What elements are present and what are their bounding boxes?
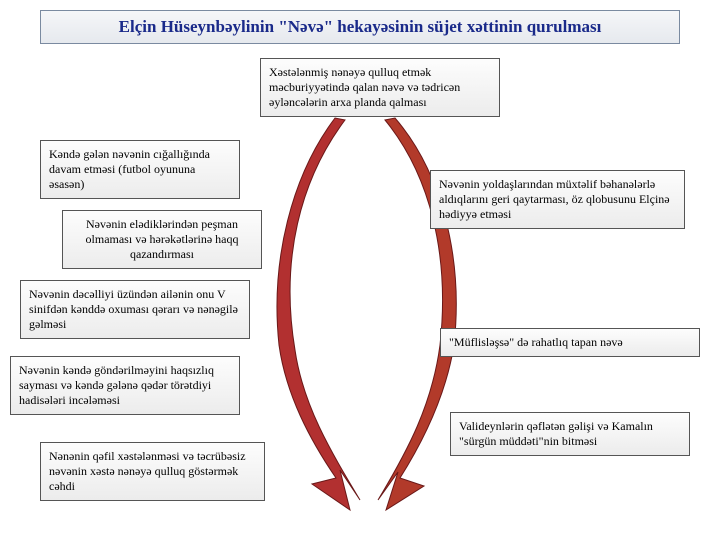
- box-text: Nənənin qəfil xəstələnməsi və təcrübəsiz…: [49, 449, 246, 493]
- box-text: Kəndə gələn nəvənin cığallığında davam e…: [49, 147, 210, 191]
- box-right-1: Nəvənin yoldaşlarından müxtəlif bəhanələ…: [430, 170, 685, 229]
- box-right-2: "Müflisləşsə" də rahatlıq tapan nəvə: [440, 328, 700, 357]
- box-left-2: Nəvənin elədiklərindən peşman olmaması v…: [62, 210, 262, 269]
- page-title: Elçin Hüseynbəylinin "Nəvə" hekayəsinin …: [40, 10, 680, 44]
- box-left-4: Nəvənin kəndə göndərilməyini haqsızlıq s…: [10, 356, 240, 415]
- box-top-center: Xəstələnmiş nənəyə qulluq etmək məcburiy…: [260, 58, 500, 117]
- title-text: Elçin Hüseynbəylinin "Nəvə" hekayəsinin …: [119, 17, 602, 37]
- box-left-5: Nənənin qəfil xəstələnməsi və təcrübəsiz…: [40, 442, 265, 501]
- box-text: Nəvənin kəndə göndərilməyini haqsızlıq s…: [19, 363, 214, 407]
- box-right-3: Valideynlərin qəflətən gəlişi və Kamalın…: [450, 412, 690, 456]
- box-text: "Müflisləşsə" də rahatlıq tapan nəvə: [449, 335, 623, 349]
- box-text: Nəvənin dəcəlliyi üzündən ailənin onu V …: [29, 287, 238, 331]
- box-left-1: Kəndə gələn nəvənin cığallığında davam e…: [40, 140, 240, 199]
- box-text: Nəvənin elədiklərindən peşman olmaması v…: [86, 217, 239, 261]
- box-text: Valideynlərin qəflətən gəlişi və Kamalın…: [459, 419, 653, 448]
- box-text: Nəvənin yoldaşlarından müxtəlif bəhanələ…: [439, 177, 670, 221]
- box-left-3: Nəvənin dəcəlliyi üzündən ailənin onu V …: [20, 280, 250, 339]
- box-text: Xəstələnmiş nənəyə qulluq etmək məcburiy…: [269, 65, 460, 109]
